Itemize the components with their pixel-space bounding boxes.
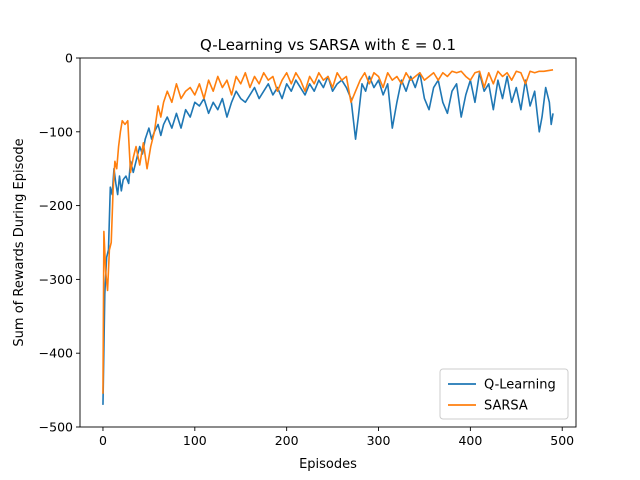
series-line-sarsa [102, 69, 554, 394]
x-tick-label: 100 [183, 433, 207, 448]
x-tick-label: 200 [275, 433, 299, 448]
x-axis-label: Episodes [299, 457, 357, 472]
y-tick-label: −100 [39, 124, 73, 139]
axes-frame [79, 57, 577, 428]
y-axis-label: Sum of Rewards During Episode [12, 138, 27, 346]
series-line-q-learning [102, 71, 554, 405]
y-tick-label: −200 [39, 198, 73, 213]
x-tick-label: 300 [367, 433, 391, 448]
y-tick-label: −400 [39, 346, 73, 361]
x-tick-label: 400 [458, 433, 482, 448]
x-tick-label: 0 [99, 433, 107, 448]
y-tick-label: −500 [39, 420, 73, 435]
chart-title: Q-Learning vs SARSA with Ɛ = 0.1 [200, 36, 456, 54]
y-tick-label: 0 [65, 51, 73, 66]
legend-label-sarsa: SARSA [484, 399, 528, 414]
axes: 0 100 200 300 400 500 −500 −400 −300 −200 −100 0 [39, 51, 577, 448]
legend-label-q-learning: Q-Learning [484, 378, 556, 393]
legend-box [439, 368, 569, 420]
plot-area [102, 69, 554, 405]
y-tick-label: −300 [39, 272, 73, 287]
x-tick-label: 500 [550, 433, 574, 448]
legend: Q-Learning SARSA [439, 368, 569, 420]
